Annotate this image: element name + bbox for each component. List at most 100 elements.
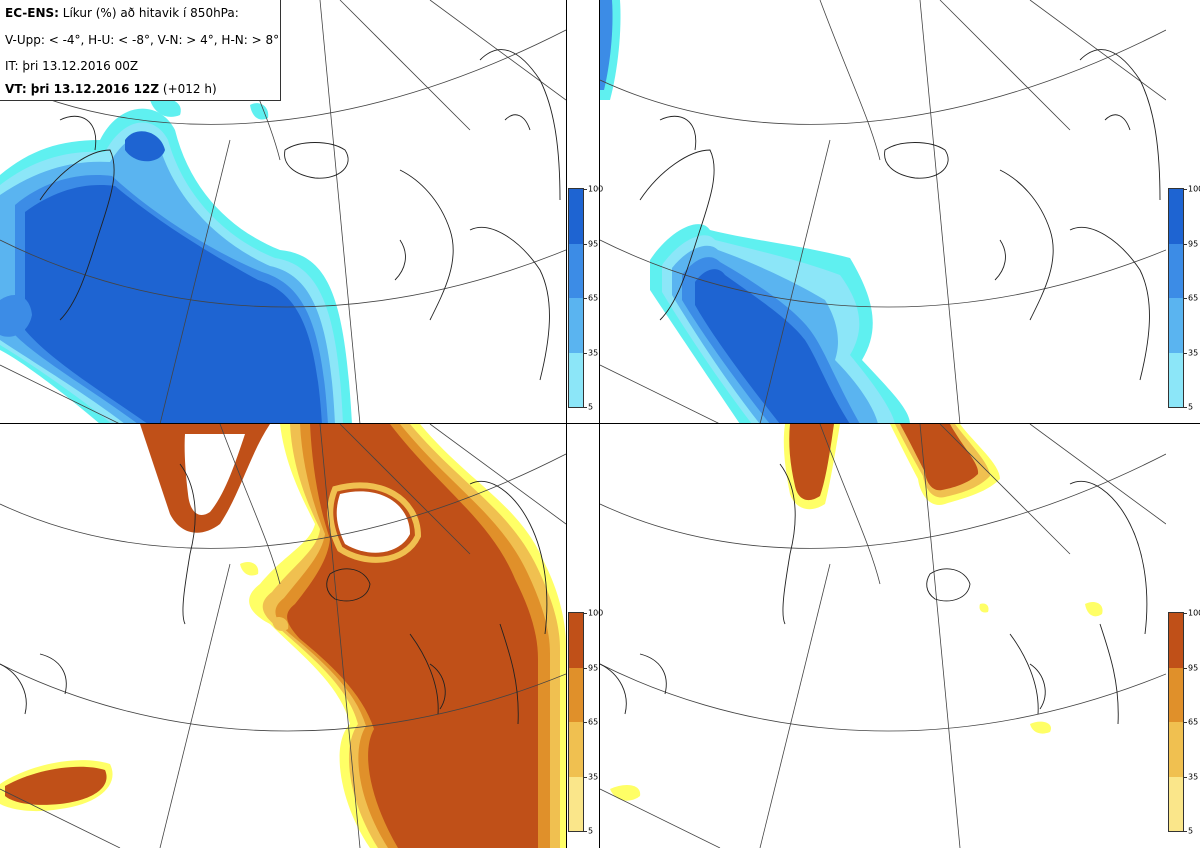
colorbar-top-left: 100 95 65 35 5 xyxy=(568,185,603,412)
colorbar-segment xyxy=(569,189,583,244)
colorbar-segment xyxy=(1169,298,1183,353)
lead-time: (+012 h) xyxy=(162,82,217,96)
colorbar-tick xyxy=(1184,298,1187,299)
colorbar-segment xyxy=(569,352,583,407)
prob-blob-sw xyxy=(610,784,641,801)
colorbar-tick xyxy=(1184,776,1187,778)
colorbar-segment xyxy=(569,613,583,668)
valid-time-line: VT: þri 13.12.2016 12Z (+012 h) xyxy=(5,82,217,96)
colorbar-label: 35 xyxy=(588,772,599,781)
colorbar-top-right: 100 95 65 35 5 xyxy=(1168,185,1200,412)
forecast-info-box: EC-ENS: Líkur (%) að hitavik í 850hPa: V… xyxy=(0,0,281,101)
prob-blob xyxy=(125,131,165,162)
map-cold-minus4 xyxy=(0,0,566,424)
colorbar-segment xyxy=(1169,352,1183,407)
colorbar-tick xyxy=(584,722,587,723)
colorbar-segment xyxy=(569,667,583,722)
colorbar-label: 5 xyxy=(588,826,594,836)
prob-blob-e2 xyxy=(1030,721,1051,734)
valid-time: VT: þri 13.12.2016 12Z xyxy=(5,82,160,96)
colorbar-tick xyxy=(584,613,587,614)
colorbar-tick xyxy=(1184,667,1187,669)
graticule xyxy=(600,0,1166,424)
threshold-line: V-Upp: < -4°, H-U: < -8°, V-N: > 4°, H-N… xyxy=(5,33,280,47)
colorbar-segment xyxy=(1169,613,1183,668)
colorbar-tick xyxy=(584,831,587,832)
colorbar-label: 100 xyxy=(588,184,604,194)
colorbar-tick xyxy=(1184,407,1187,408)
colorbar-label: 95 xyxy=(1188,663,1199,672)
colorbar-label: 35 xyxy=(588,348,599,357)
colorbar-label: 65 xyxy=(588,717,599,727)
colorbar-tick xyxy=(1184,831,1187,832)
coastlines xyxy=(600,463,1148,725)
colorbar-label: 95 xyxy=(588,239,599,248)
colorbar-segment xyxy=(1169,667,1183,722)
colorbar-label: 100 xyxy=(1188,608,1200,618)
map-warm-plus8 xyxy=(600,424,1166,848)
colorbar-label: 95 xyxy=(588,663,599,672)
colorbar-segment xyxy=(1169,776,1183,831)
colorbar-label: 95 xyxy=(1188,239,1199,248)
colorbar-label: 100 xyxy=(1188,184,1200,194)
prob-left-edge-2 xyxy=(600,0,613,90)
title-line: EC-ENS: Líkur (%) að hitavik í 850hPa: xyxy=(5,6,239,20)
colorbar-label: 65 xyxy=(588,293,599,303)
map-panel-warm-plus8 xyxy=(600,424,1166,848)
prob-area-95 xyxy=(789,424,834,501)
prob-small-blob-2 xyxy=(272,617,289,631)
colorbar-bottom-left: 100 95 65 35 5 xyxy=(568,609,603,836)
colorbar-tick xyxy=(584,298,587,299)
colorbar-label: 35 xyxy=(1188,772,1199,781)
coastlines xyxy=(39,49,561,381)
prob-area-95-b xyxy=(900,424,979,491)
panel-separator-vertical-2 xyxy=(599,0,600,848)
colorbar-segment xyxy=(1169,243,1183,298)
colorbar-label: 35 xyxy=(1188,348,1199,357)
map-warm-plus4 xyxy=(0,424,566,848)
map-panel-cold-minus8 xyxy=(600,0,1166,424)
title-text: Líkur (%) að hitavik í 850hPa: xyxy=(62,6,239,20)
coastlines xyxy=(0,463,548,725)
map-cold-minus8 xyxy=(600,0,1166,424)
colorbar-segment xyxy=(569,243,583,298)
colorbar-segment xyxy=(569,722,583,777)
colorbar-label: 5 xyxy=(588,402,594,412)
colorbar-tick xyxy=(1184,352,1187,354)
colorbar-tick xyxy=(1184,722,1187,723)
prob-area-100 xyxy=(695,269,850,424)
model-label: EC-ENS: xyxy=(5,6,59,20)
colorbar-tick xyxy=(584,667,587,669)
prob-blob-e xyxy=(1085,602,1103,617)
colorbar-label: 65 xyxy=(1188,293,1199,303)
map-panel-cold-minus4 xyxy=(0,0,566,424)
colorbar-tick xyxy=(584,243,587,245)
panel-separator-horizontal xyxy=(0,423,1200,424)
prob-area-100 xyxy=(25,185,322,424)
prob-blob-4 xyxy=(250,103,269,120)
colorbar-tick xyxy=(1184,189,1187,190)
prob-southwest-blob-inner xyxy=(5,766,107,805)
colorbar-segment xyxy=(569,776,583,831)
prob-area-warm-hole-ring xyxy=(327,482,422,563)
colorbar-tick xyxy=(1184,243,1187,245)
prob-greenland-hole xyxy=(184,434,245,515)
coastlines xyxy=(639,49,1161,381)
prob-blob-2 xyxy=(0,295,32,337)
colorbar-tick xyxy=(584,776,587,778)
prob-area-warm-hole xyxy=(336,491,410,553)
colorbar-label: 5 xyxy=(1188,402,1194,412)
prob-blob-e3 xyxy=(979,603,989,613)
colorbar-bottom-right: 100 95 65 35 5 xyxy=(1168,609,1200,836)
colorbar-tick xyxy=(584,189,587,190)
panel-separator-vertical xyxy=(566,0,567,848)
prob-small-blob xyxy=(240,562,259,576)
colorbar-segment xyxy=(1169,722,1183,777)
initial-time: IT: þri 13.12.2016 00Z xyxy=(5,59,139,73)
colorbar-tick xyxy=(584,352,587,354)
colorbar-tick xyxy=(584,407,587,408)
graticule xyxy=(600,424,1166,848)
colorbar-segment xyxy=(569,298,583,353)
colorbar-tick xyxy=(1184,613,1187,614)
colorbar-label: 65 xyxy=(1188,717,1199,727)
